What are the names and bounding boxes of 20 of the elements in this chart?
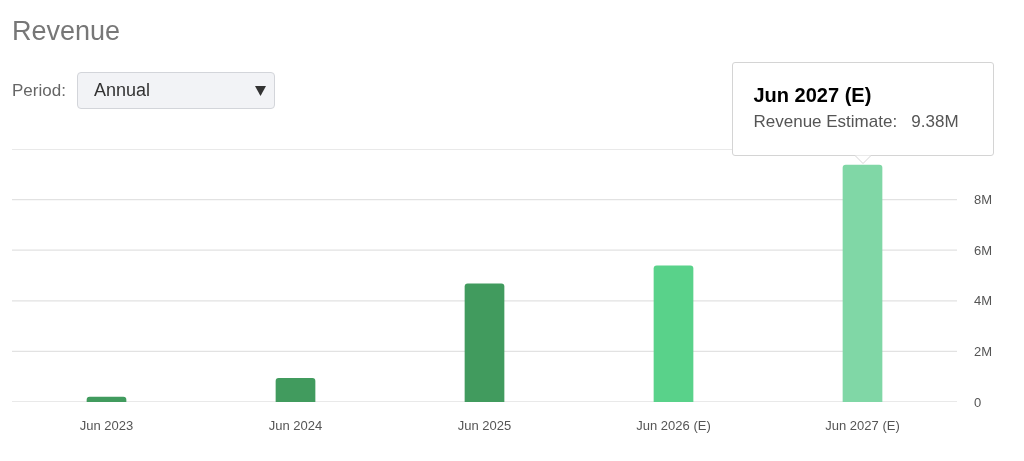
y-tick-label: 0 — [974, 394, 982, 410]
bar — [653, 265, 694, 402]
x-tick-label: Jun 2023 — [79, 418, 134, 433]
y-tick-label: 4M — [974, 293, 993, 309]
y-tick-label: 2M — [974, 343, 993, 359]
text: Period: — [12, 80, 66, 101]
x-tick-label: Jun 2025 — [457, 418, 512, 433]
y-tick-label: 6M — [974, 242, 993, 258]
x-tick-label: Jun 2027 (E) — [825, 418, 900, 433]
select-dropdown: Annual — [76, 72, 275, 109]
x-tick-label: Jun 2024 — [268, 418, 323, 433]
bar — [464, 283, 505, 402]
bar — [275, 377, 316, 402]
bar — [86, 396, 127, 402]
tooltip: Jun 2027 (E) Revenue Estimate: 9.38M — [731, 61, 994, 164]
annotation: Jun 2027 (E) Revenue Estimate: 9.38M — [753, 83, 960, 133]
bar — [842, 164, 883, 402]
y-tick-label: 8M — [974, 192, 993, 208]
x-tick-label: Jun 2026 (E) — [636, 418, 711, 433]
chart-title: Revenue — [12, 16, 121, 47]
